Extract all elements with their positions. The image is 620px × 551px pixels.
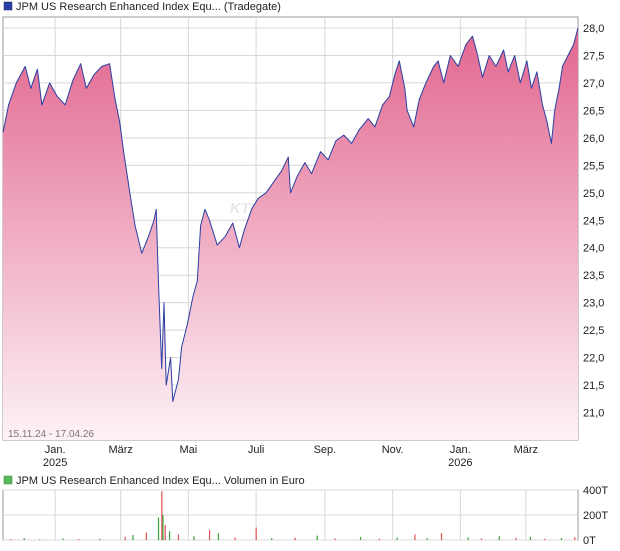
volume-bar	[396, 537, 398, 540]
volume-bar	[62, 538, 64, 540]
volume-bar	[99, 538, 101, 540]
volume-y-tick-label: 200T	[583, 510, 608, 522]
price-x-tick-label: Jan.	[45, 444, 66, 456]
volume-bar	[498, 536, 500, 540]
price-x-tick-label: März	[108, 444, 132, 456]
volume-bar	[574, 537, 576, 540]
price-y-tick-label: 28,0	[583, 23, 604, 35]
volume-bar	[169, 531, 171, 540]
volume-bar	[208, 530, 211, 540]
volume-bar	[440, 533, 443, 540]
volume-bar	[161, 491, 163, 540]
volume-legend: JPM US Research Enhanced Index Equ... Vo…	[16, 475, 305, 487]
volume-bar	[255, 527, 257, 540]
price-y-tick-label: 22,5	[583, 325, 604, 337]
volume-bars	[10, 491, 576, 540]
volume-bar	[193, 536, 195, 540]
volume-y-tick-labels: 0T 200T 400T	[583, 485, 608, 547]
volume-bar	[124, 536, 126, 540]
volume-y-tick-label: 400T	[583, 485, 608, 497]
volume-bar	[10, 539, 12, 540]
price-y-tick-label: 25,0	[583, 188, 604, 200]
price-x-tick-year: 2026	[448, 457, 472, 469]
volume-bar	[480, 538, 483, 540]
volume-y-tick-label: 0T	[583, 535, 596, 546]
price-y-tick-label: 23,0	[583, 298, 604, 310]
price-y-tick-label: 27,5	[583, 50, 604, 62]
volume-legend-swatch	[3, 475, 13, 485]
volume-bar	[544, 538, 546, 540]
price-x-tick-year: 2025	[43, 457, 67, 469]
volume-bar	[529, 536, 531, 540]
volume-bar	[39, 539, 41, 540]
price-y-tick-label: 26,5	[583, 105, 604, 117]
volume-bar	[294, 537, 296, 540]
price-y-tick-label: 21,0	[583, 408, 604, 420]
date-range-label: 15.11.24 - 17.04.26	[8, 429, 94, 440]
price-x-tick-label: Sep.	[314, 444, 337, 456]
price-x-tick-label: Jan.	[450, 444, 471, 456]
price-y-tick-label: 24,5	[583, 215, 604, 227]
price-y-tick-label: 24,0	[583, 243, 604, 255]
price-x-tick-label: Mai	[180, 444, 198, 456]
price-y-tick-label: 23,5	[583, 270, 604, 282]
price-legend-swatch	[3, 1, 13, 11]
volume-bar	[414, 534, 416, 540]
price-y-tick-label: 27,0	[583, 78, 604, 90]
volume-bar	[560, 538, 563, 540]
price-y-tick-label: 21,5	[583, 380, 604, 392]
volume-bar	[162, 515, 164, 540]
volume-bar	[157, 517, 160, 540]
price-y-tick-labels: 21,0 21,5 22,0 22,5 23,0 23,5 24,0 24,5 25,0 25,5…	[583, 23, 604, 420]
price-y-tick-label: 22,0	[583, 353, 604, 365]
volume-bar	[234, 537, 236, 540]
volume-bar	[359, 536, 362, 540]
price-line	[2, 27, 579, 402]
volume-bar	[132, 535, 134, 540]
volume-bar	[467, 537, 469, 540]
volume-bar	[316, 535, 318, 540]
volume-bar	[515, 537, 517, 540]
price-x-tick-label: März	[514, 444, 538, 456]
price-x-tick-label: Juli	[248, 444, 265, 456]
price-legend: JPM US Research Enhanced Index Equ... (T…	[16, 1, 281, 13]
volume-bar	[145, 532, 147, 540]
volume-bar	[378, 538, 381, 540]
volume-bar	[23, 538, 25, 540]
volume-bar	[177, 534, 180, 540]
volume-bar	[164, 525, 166, 540]
price-area-fill	[3, 28, 578, 440]
volume-bar	[271, 538, 273, 540]
price-y-tick-label: 25,5	[583, 160, 604, 172]
volume-gridlines	[3, 489, 578, 541]
price-x-tick-label: Nov.	[382, 444, 404, 456]
volume-bar	[77, 539, 80, 540]
volume-bar	[334, 538, 336, 540]
price-y-tick-label: 26,0	[583, 133, 604, 145]
volume-bar	[426, 538, 428, 540]
volume-bar	[217, 533, 220, 540]
